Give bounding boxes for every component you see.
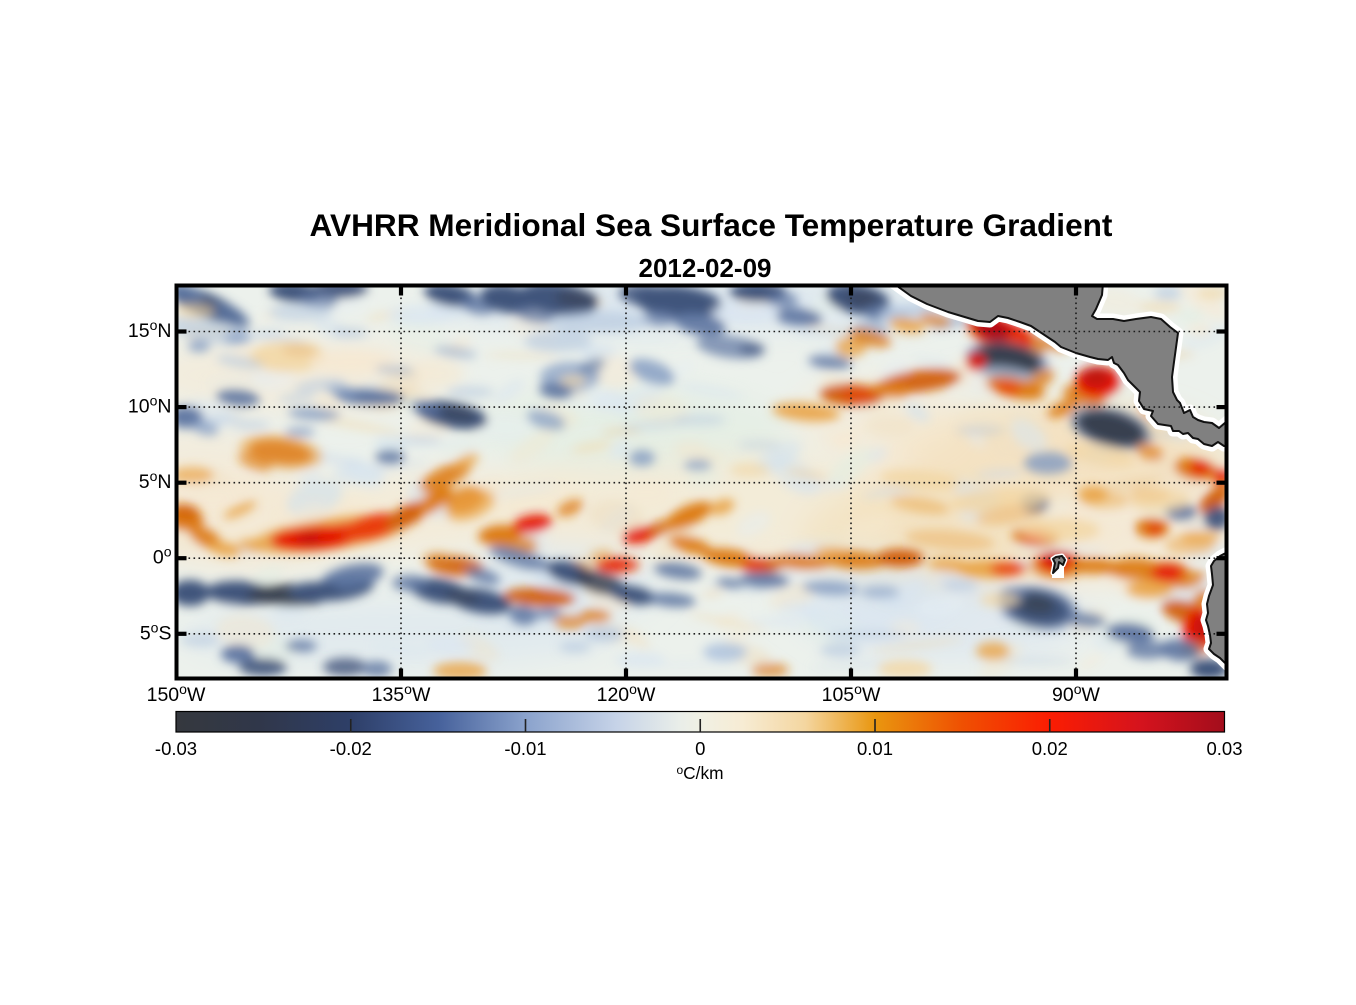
svg-text:0: 0	[695, 738, 705, 759]
svg-text:15oN: 15oN	[128, 317, 172, 342]
svg-text:0.02: 0.02	[1032, 738, 1068, 759]
svg-text:150oW: 150oW	[147, 681, 206, 706]
svg-text:2012-02-09: 2012-02-09	[639, 253, 772, 283]
svg-text:AVHRR Meridional Sea Surface T: AVHRR Meridional Sea Surface Temperature…	[310, 207, 1113, 243]
svg-text:-0.02: -0.02	[330, 738, 372, 759]
svg-text:0.03: 0.03	[1206, 738, 1242, 759]
svg-text:135oW: 135oW	[372, 681, 431, 706]
svg-text:-0.01: -0.01	[504, 738, 546, 759]
svg-text:105oW: 105oW	[822, 681, 881, 706]
svg-text:0.01: 0.01	[857, 738, 893, 759]
svg-text:90oW: 90oW	[1052, 681, 1101, 706]
svg-text:120oW: 120oW	[597, 681, 656, 706]
svg-text:oC/km: oC/km	[676, 763, 723, 783]
svg-text:-0.03: -0.03	[155, 738, 197, 759]
svg-text:5oS: 5oS	[140, 619, 172, 644]
